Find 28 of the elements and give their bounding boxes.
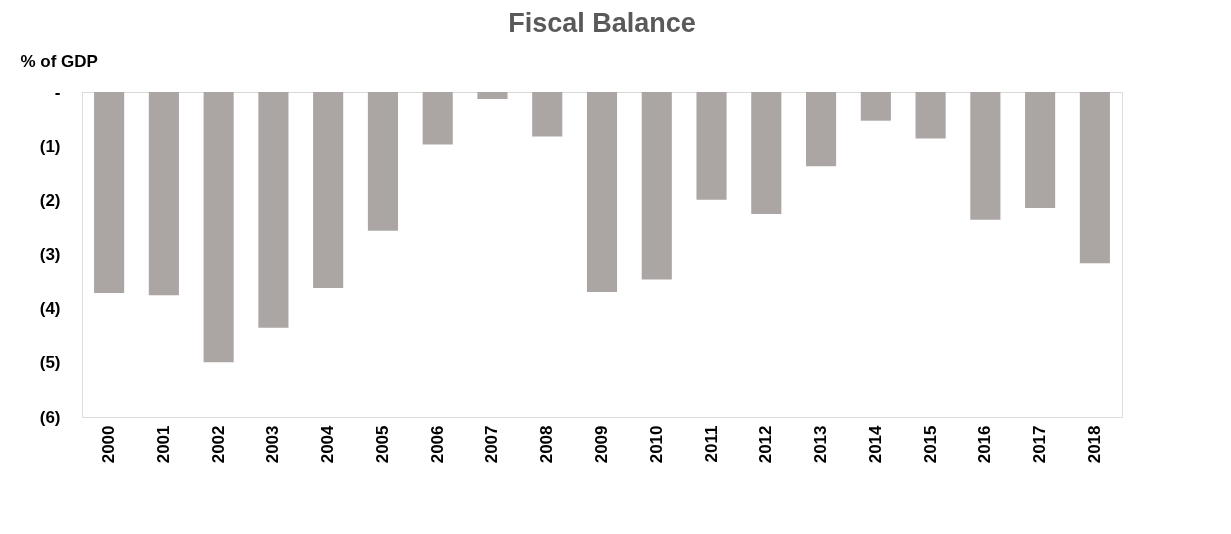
x-tick-label: 2011 [701,425,721,463]
x-tick-label: 2001 [153,425,173,464]
x-tick-label: 2017 [1030,425,1050,464]
x-tick-label: 2010 [646,425,666,464]
x-tick-label: 2000 [99,425,119,464]
y-tick-label: - [54,82,61,102]
x-tick-label: 2016 [975,425,995,464]
y-tick-label: (4) [39,299,61,319]
y-tick-label: (2) [39,190,61,210]
x-tick-label: 2018 [1084,425,1104,464]
y-tick-label: (6) [39,407,61,427]
x-tick-label: 2008 [537,425,557,464]
x-tick-label: 2009 [592,425,611,464]
x-tick-label: 2004 [318,424,338,464]
x-tick-label: 2007 [482,425,502,464]
x-tick-label: 2012 [756,425,776,464]
y-axis-title: % of GDP [20,51,98,71]
x-tick-label: 2013 [811,425,831,464]
y-tick-label: (5) [39,353,61,373]
x-tick-label: 2015 [920,425,940,464]
x-tick-label: 2003 [263,425,283,464]
x-tick-label: 2002 [208,425,228,464]
x-tick-label: 2006 [427,425,447,464]
y-tick-label: (3) [39,245,61,264]
y-tick-label: (1) [39,136,61,156]
x-tick-label: 2014 [865,424,885,464]
chart-title: Fiscal Balance [508,8,696,38]
x-tick-label: 2005 [372,425,392,464]
